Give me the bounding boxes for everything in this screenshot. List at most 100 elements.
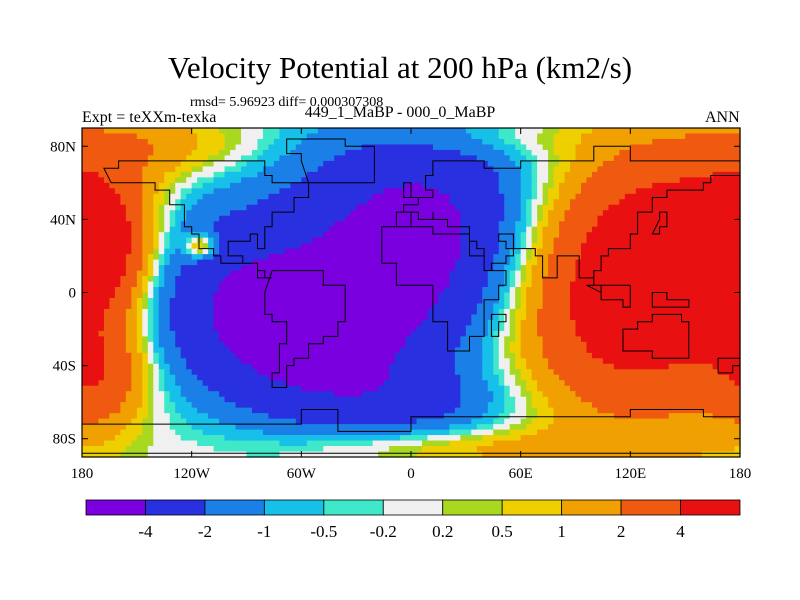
field-cell <box>526 248 533 255</box>
field-cell <box>125 347 138 354</box>
field-cell <box>389 446 423 453</box>
field-cell <box>158 270 165 277</box>
field-cell <box>416 451 483 458</box>
field-cell <box>125 265 143 272</box>
field-cell <box>580 336 741 343</box>
field-cell <box>520 270 527 277</box>
field-cell <box>520 287 527 294</box>
field-cell <box>537 133 555 140</box>
field-cell <box>191 128 220 135</box>
field-cell <box>131 297 138 305</box>
field-cell <box>142 369 149 376</box>
field-cell <box>213 292 440 299</box>
field-cell <box>169 369 193 376</box>
field-cell <box>520 292 527 299</box>
field-cell <box>504 292 511 299</box>
field-cell <box>164 265 182 272</box>
field-cell <box>548 188 560 195</box>
field-cell <box>537 138 555 146</box>
field-cell <box>180 226 215 233</box>
field-cell <box>169 413 182 420</box>
field-cell <box>136 276 143 283</box>
field-cell <box>531 248 538 255</box>
field-cell <box>98 380 132 387</box>
field-cell <box>542 204 555 211</box>
field-cell <box>230 270 450 277</box>
field-cell <box>443 413 483 420</box>
field-cell <box>553 199 571 206</box>
field-cell <box>498 177 522 184</box>
field-cell <box>175 429 204 436</box>
field-cell <box>394 352 456 359</box>
field-cell <box>169 308 215 316</box>
field-cell <box>526 237 533 244</box>
field-cell <box>493 259 511 266</box>
field-cell <box>537 215 544 222</box>
field-cell <box>679 177 741 184</box>
field-cell <box>504 265 516 272</box>
field-cell <box>438 188 500 195</box>
field-cell <box>493 314 500 321</box>
field-cell <box>219 215 346 222</box>
field-cell <box>82 325 105 332</box>
field-cell <box>164 380 176 387</box>
field-cell <box>82 144 154 151</box>
field-cell <box>613 413 670 420</box>
field-cell <box>531 193 538 200</box>
field-cell <box>520 330 538 337</box>
field-cell <box>136 133 198 140</box>
field-cell <box>202 243 209 250</box>
chart-subtitle-rmsd: rmsd= 5.96923 diff= 0.000307308 <box>190 95 384 110</box>
field-cell <box>498 347 505 354</box>
field-cell <box>531 166 538 173</box>
field-cell <box>131 385 143 392</box>
field-cell <box>125 319 138 326</box>
field-cell <box>317 128 467 135</box>
field-cell <box>542 182 555 189</box>
field-cell <box>175 402 193 409</box>
field-cell <box>520 352 544 359</box>
field-cell <box>142 314 149 321</box>
field-cell <box>147 265 154 272</box>
field-cell <box>175 341 226 348</box>
field-cell <box>520 188 533 195</box>
field-cell <box>509 287 516 294</box>
field-cell <box>142 254 149 261</box>
field-cell <box>515 396 527 403</box>
colorbar-box <box>323 499 384 516</box>
field-cell <box>454 265 494 272</box>
field-cell <box>542 341 588 348</box>
field-cell <box>526 232 533 239</box>
field-cell <box>153 308 160 316</box>
field-cell <box>142 374 149 381</box>
field-cell <box>504 270 511 277</box>
field-cell <box>142 418 154 425</box>
field-cell <box>515 237 522 244</box>
field-cell <box>175 407 198 414</box>
field-cell <box>515 325 522 332</box>
coastline-outlines <box>81 138 741 454</box>
field-cell <box>158 341 176 348</box>
field-cell <box>169 221 176 228</box>
field-cell <box>504 308 511 316</box>
field-cell <box>701 451 741 458</box>
field-cell <box>619 149 741 157</box>
field-cell <box>668 363 714 370</box>
field-cell <box>213 297 440 305</box>
field-cell <box>564 215 599 222</box>
field-cell <box>82 385 132 392</box>
field-cell <box>219 287 445 294</box>
field-cell <box>197 138 226 146</box>
field-cell <box>652 138 741 146</box>
field-cell <box>169 303 215 310</box>
field-cell <box>191 402 237 409</box>
field-cell <box>295 144 363 151</box>
field-cell <box>235 160 248 167</box>
field-cell <box>504 297 511 305</box>
field-cell <box>531 215 538 222</box>
field-cell <box>131 237 143 244</box>
field-cell <box>219 248 286 255</box>
field-cell <box>136 319 143 326</box>
field-cell <box>531 265 549 272</box>
field-cell <box>531 226 538 233</box>
